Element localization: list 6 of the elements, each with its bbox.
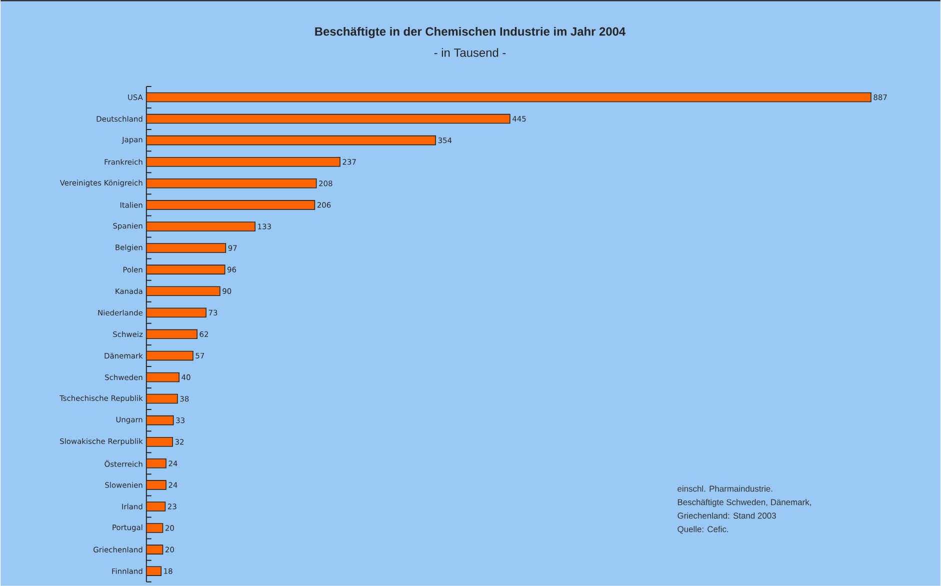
chart-title: Beschäftigte in der Chemischen Industrie im Jahr 2004 xyxy=(315,27,626,38)
annotation: Griechenland: Stand 2003 xyxy=(678,512,776,519)
annotation: einschl. Pharmaindustrie. xyxy=(678,486,772,492)
chart-subtitle: - in Tausend - xyxy=(434,48,506,57)
annotation: Beschäftigte Schweden, Dänemark, xyxy=(678,499,811,507)
annotation: Quelle: Cefic. xyxy=(678,526,728,534)
